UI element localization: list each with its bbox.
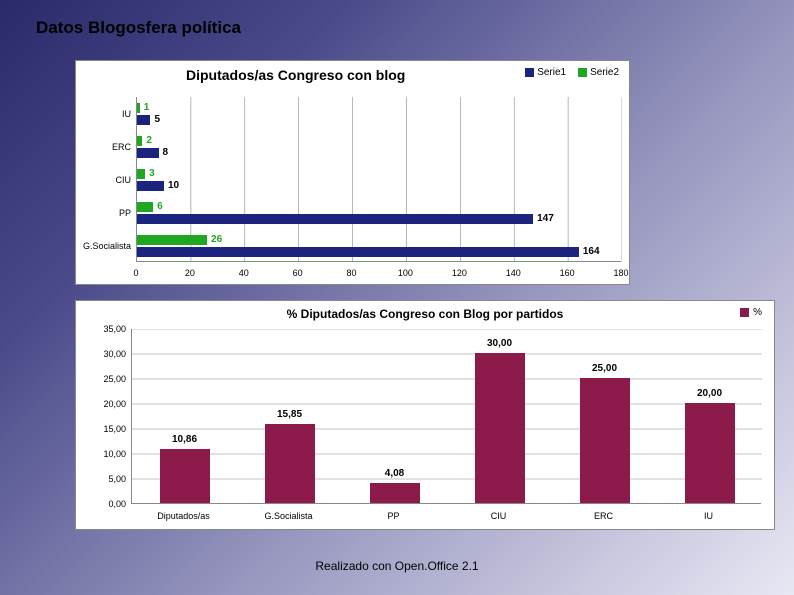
chart1-xtick-label: 20 [185,268,195,278]
chart2-bar [160,449,210,503]
legend-swatch-percent [740,308,749,317]
chart1-category-label: CIU [76,175,131,185]
chart1-value-s2: 10 [168,180,179,191]
chart1-bar-series2 [137,115,150,125]
chart2-value-label: 20,00 [697,388,722,399]
page-title: Datos Blogosfera política [36,18,241,38]
footer-text: Realizado con Open.Office 2.1 [0,559,794,573]
chart1-xtick-label: 180 [613,268,628,278]
chart2-value-label: 30,00 [487,338,512,349]
chart2-category-label: ERC [594,511,613,521]
chart1-bar-series2 [137,148,159,158]
chart2-ytick-label: 15,00 [81,424,126,434]
chart2-value-label: 15,85 [277,409,302,420]
chart1-bar-series2 [137,214,533,224]
chart1-xtick-label: 140 [506,268,521,278]
chart1-category-label: ERC [76,142,131,152]
legend-swatch-serie2 [578,68,587,77]
chart1-bar-series1 [137,202,153,212]
chart1-category-label: IU [76,109,131,119]
chart2-value-label: 10,86 [172,434,197,445]
legend-item-serie2: Serie2 [578,67,619,78]
chart1-title: Diputados/as Congreso con blog [186,67,405,83]
legend-label-serie1: Serie1 [537,67,566,78]
legend-item-serie1: Serie1 [525,67,566,78]
chart1-bar-series1 [137,169,145,179]
chart2-ytick-label: 0,00 [81,499,126,509]
chart2-ytick-label: 35,00 [81,324,126,334]
chart1-value-s2: 147 [537,213,554,224]
chart2-title: % Diputados/as Congreso con Blog por par… [76,307,774,321]
chart2-legend: % [740,307,762,318]
chart2-bar [370,483,420,503]
chart1-value-s1: 6 [157,201,163,212]
chart1-bar-series1 [137,136,142,146]
chart1-plot: 15283 10 6 147 26 164 [136,97,621,262]
chart1-container: Diputados/as Congreso con blog Serie1 Se… [75,60,630,285]
chart1-bar-series1 [137,103,140,113]
chart2-category-label: IU [704,511,713,521]
chart1-value-s2: 5 [154,114,160,125]
chart1-value-s1: 3 [149,168,155,179]
chart2-category-label: PP [387,511,399,521]
chart2-bar [265,424,315,503]
chart2-ytick-label: 10,00 [81,449,126,459]
chart1-xtick-label: 80 [347,268,357,278]
chart2-bar [475,353,525,503]
chart2-container: % Diputados/as Congreso con Blog por par… [75,300,775,530]
chart2-bar [685,403,735,503]
chart2-ytick-label: 25,00 [81,374,126,384]
chart1-value-s2: 8 [163,147,169,158]
chart2-value-label: 25,00 [592,363,617,374]
chart2-value-label: 4,08 [385,468,404,479]
chart1-xtick-label: 40 [239,268,249,278]
chart2-ytick-label: 20,00 [81,399,126,409]
chart2-bar [580,378,630,503]
chart1-value-s2: 164 [583,246,600,257]
chart1-legend: Serie1 Serie2 [525,67,619,78]
chart1-xtick-label: 100 [398,268,413,278]
chart1-bar-series2 [137,181,164,191]
chart1-xtick-label: 0 [133,268,138,278]
chart2-plot: 10,86 15,85 4,08 30,00 25,00 20,00 [131,329,761,504]
chart1-xtick-label: 120 [452,268,467,278]
chart2-ytick-label: 5,00 [81,474,126,484]
chart1-xtick-label: 160 [560,268,575,278]
legend-label-serie2: Serie2 [590,67,619,78]
chart2-category-label: Diputados/as [157,511,210,521]
chart2-category-label: CIU [491,511,507,521]
chart1-category-label: G.Socialista [76,241,131,251]
chart1-bar-series2 [137,247,579,257]
chart1-category-label: PP [76,208,131,218]
chart1-value-s1: 2 [146,135,152,146]
chart2-category-label: G.Socialista [264,511,312,521]
chart2-ytick-label: 30,00 [81,349,126,359]
legend-label-percent: % [753,307,762,318]
chart1-bar-series1 [137,235,207,245]
chart1-value-s1: 26 [211,234,222,245]
chart1-xtick-label: 60 [293,268,303,278]
chart1-value-s1: 1 [144,102,150,113]
legend-swatch-serie1 [525,68,534,77]
